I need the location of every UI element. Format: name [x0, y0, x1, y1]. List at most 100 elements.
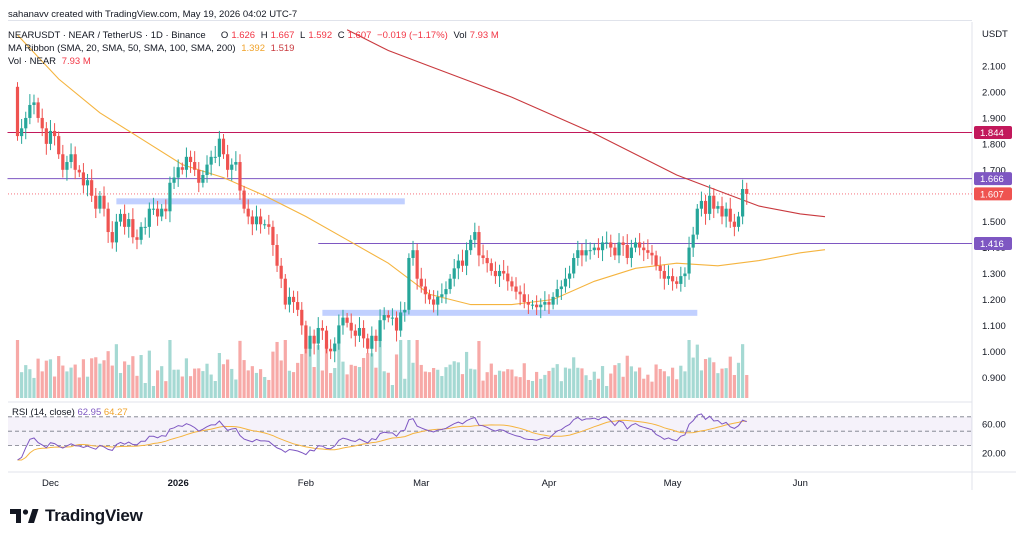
candle-body [547, 302, 551, 305]
volume-bar [221, 364, 226, 398]
volume-bar [584, 375, 588, 398]
candle-body [493, 270, 498, 277]
volume-bar [283, 340, 287, 398]
candle-body [642, 247, 646, 251]
volume-bar [732, 375, 736, 398]
candle-body [394, 317, 399, 331]
volume-bar [650, 381, 654, 398]
volume-bar [440, 376, 444, 398]
candle-body [576, 250, 580, 258]
candle-body [374, 335, 378, 341]
volume-bar [695, 344, 699, 398]
candle-body [209, 156, 213, 165]
candle-body [329, 348, 333, 352]
candle-body [90, 180, 94, 196]
candle-body [151, 208, 156, 210]
volume-bar [720, 368, 724, 398]
candle-body [52, 130, 57, 137]
low-label: L [300, 30, 306, 41]
candle-body [102, 195, 106, 209]
candle-body [184, 156, 189, 170]
volume-bar [308, 347, 312, 398]
candle-body [127, 219, 131, 227]
time-tick-label: Jun [793, 478, 808, 489]
volume-bar [464, 351, 469, 398]
volume-bar [246, 370, 250, 398]
volume-bar [452, 361, 456, 398]
volume-bar [106, 351, 110, 398]
candle-body [242, 190, 246, 209]
candle-body [670, 276, 675, 282]
candle-body [679, 276, 683, 284]
volume-bar [691, 357, 695, 398]
candle-body [57, 136, 61, 155]
candle-body [226, 154, 230, 170]
candle-body [572, 257, 576, 274]
volume-bar [370, 353, 374, 398]
open-value: 1.626 [231, 30, 256, 41]
rsi-line [17, 413, 747, 461]
support-zone [322, 309, 698, 316]
candle-body [155, 208, 160, 217]
candle-body [526, 302, 530, 305]
candle-body [349, 322, 353, 331]
volume-bar [745, 374, 749, 398]
volume-bar [460, 374, 465, 398]
candle-body [333, 343, 337, 352]
volume-bar [522, 363, 526, 398]
sma-lines [17, 29, 826, 306]
top-border [8, 20, 972, 21]
volume-bar [110, 365, 114, 398]
sma-slow-line [346, 29, 826, 218]
volume-bar [201, 371, 205, 398]
volume-bar [485, 372, 489, 398]
candle-body [110, 232, 114, 243]
candle-body [308, 335, 312, 349]
volume-bar [168, 340, 172, 398]
candle-body [246, 208, 250, 217]
volume-bar [629, 366, 633, 398]
rsi-label: RSI (14, close) [12, 407, 75, 418]
volume-bar [143, 383, 147, 398]
price-axis-unit: USDT [982, 29, 1008, 40]
tradingview-logo[interactable]: TradingView [10, 506, 143, 526]
volume-bar [160, 366, 164, 398]
volume-bar [234, 379, 238, 398]
volume-bar [530, 381, 535, 398]
volume-bar [539, 378, 543, 398]
candle-body [633, 242, 638, 248]
candle-body [666, 276, 671, 279]
candle-body [625, 245, 629, 258]
volume-bar [345, 374, 349, 398]
volume-bar [135, 375, 139, 398]
candle-body [44, 128, 48, 144]
volume-bar [52, 376, 57, 398]
volume-bar [32, 377, 36, 398]
candle-body [691, 234, 695, 248]
price-tick-label: 1.700 [982, 165, 1006, 176]
candle-body [324, 330, 329, 349]
ma-ribbon-line: MA Ribbon (SMA, 20, SMA, 50, SMA, 100, S… [8, 43, 297, 54]
candle-body [291, 296, 296, 303]
candle-body [485, 257, 489, 264]
volume-bar [642, 378, 646, 398]
volume-bar [378, 340, 382, 398]
volume-bar [699, 370, 704, 398]
volume-bar [741, 344, 745, 398]
volume-bar [230, 368, 234, 398]
volume-line: Vol · NEAR 7.93 M [8, 56, 94, 67]
candle-body [720, 206, 724, 217]
volume-bar [147, 350, 151, 398]
candle-body [716, 206, 720, 209]
rsi-tick-label: 20.00 [982, 448, 1006, 459]
tradingview-logo-icon [10, 509, 39, 523]
volume-bar [366, 353, 370, 398]
volume-bar [15, 340, 20, 398]
candle-body [197, 169, 201, 183]
volume-bar [258, 369, 263, 398]
candle-body [230, 164, 234, 170]
volume-bar [432, 368, 436, 398]
candle-body [423, 286, 427, 295]
price-tick-label: 1.000 [982, 347, 1006, 358]
